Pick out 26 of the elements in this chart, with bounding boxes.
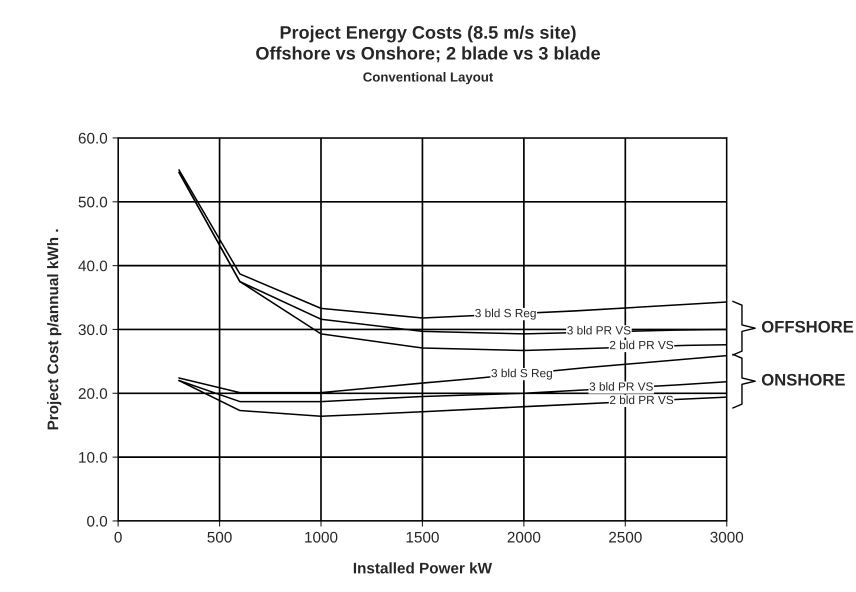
chart-subtitle: Conventional Layout [363, 72, 494, 84]
annotation: 3 bld S Reg [475, 308, 536, 320]
annotation: 3 bld PR VS [567, 326, 631, 335]
x-tick-label: 3000 [710, 532, 744, 543]
y-tick-label: 30.0 [78, 324, 108, 336]
y-tick-label: 20.0 [78, 388, 108, 399]
annotation: 3 bld S Reg [491, 368, 552, 380]
text: OFFSHORE [762, 320, 854, 333]
chart-title: Project Energy Costs (8.5 m/s site) Offshore vs Onshore; 2 blade vs 3 blade [256, 26, 600, 62]
y-tick-label: 60.0 [78, 132, 108, 144]
annotation: 2 bld PR VS [610, 340, 674, 350]
annotation: 3 bld PR VS [590, 382, 653, 391]
y-tick-label: 40.0 [78, 260, 108, 272]
x-tick-label: 2500 [609, 532, 642, 543]
x-tick-label: 1000 [305, 532, 338, 543]
y-axis-title: Project Cost p/annual kWh . [47, 229, 62, 430]
y-tick-label: 10.0 [79, 452, 108, 463]
x-axis-title: Installed Power kW [354, 562, 492, 574]
x-tick-label: 500 [207, 532, 232, 543]
y-tick-label: 0.0 [87, 516, 108, 527]
x-tick-label: 2000 [508, 532, 540, 543]
x-tick-label: 0 [114, 532, 122, 543]
x-tick-label: 1500 [406, 532, 439, 543]
y-tick-label: 50.0 [78, 196, 108, 208]
text: ONSHORE [762, 374, 845, 386]
annotation: 2 bld PR VS [610, 395, 674, 404]
